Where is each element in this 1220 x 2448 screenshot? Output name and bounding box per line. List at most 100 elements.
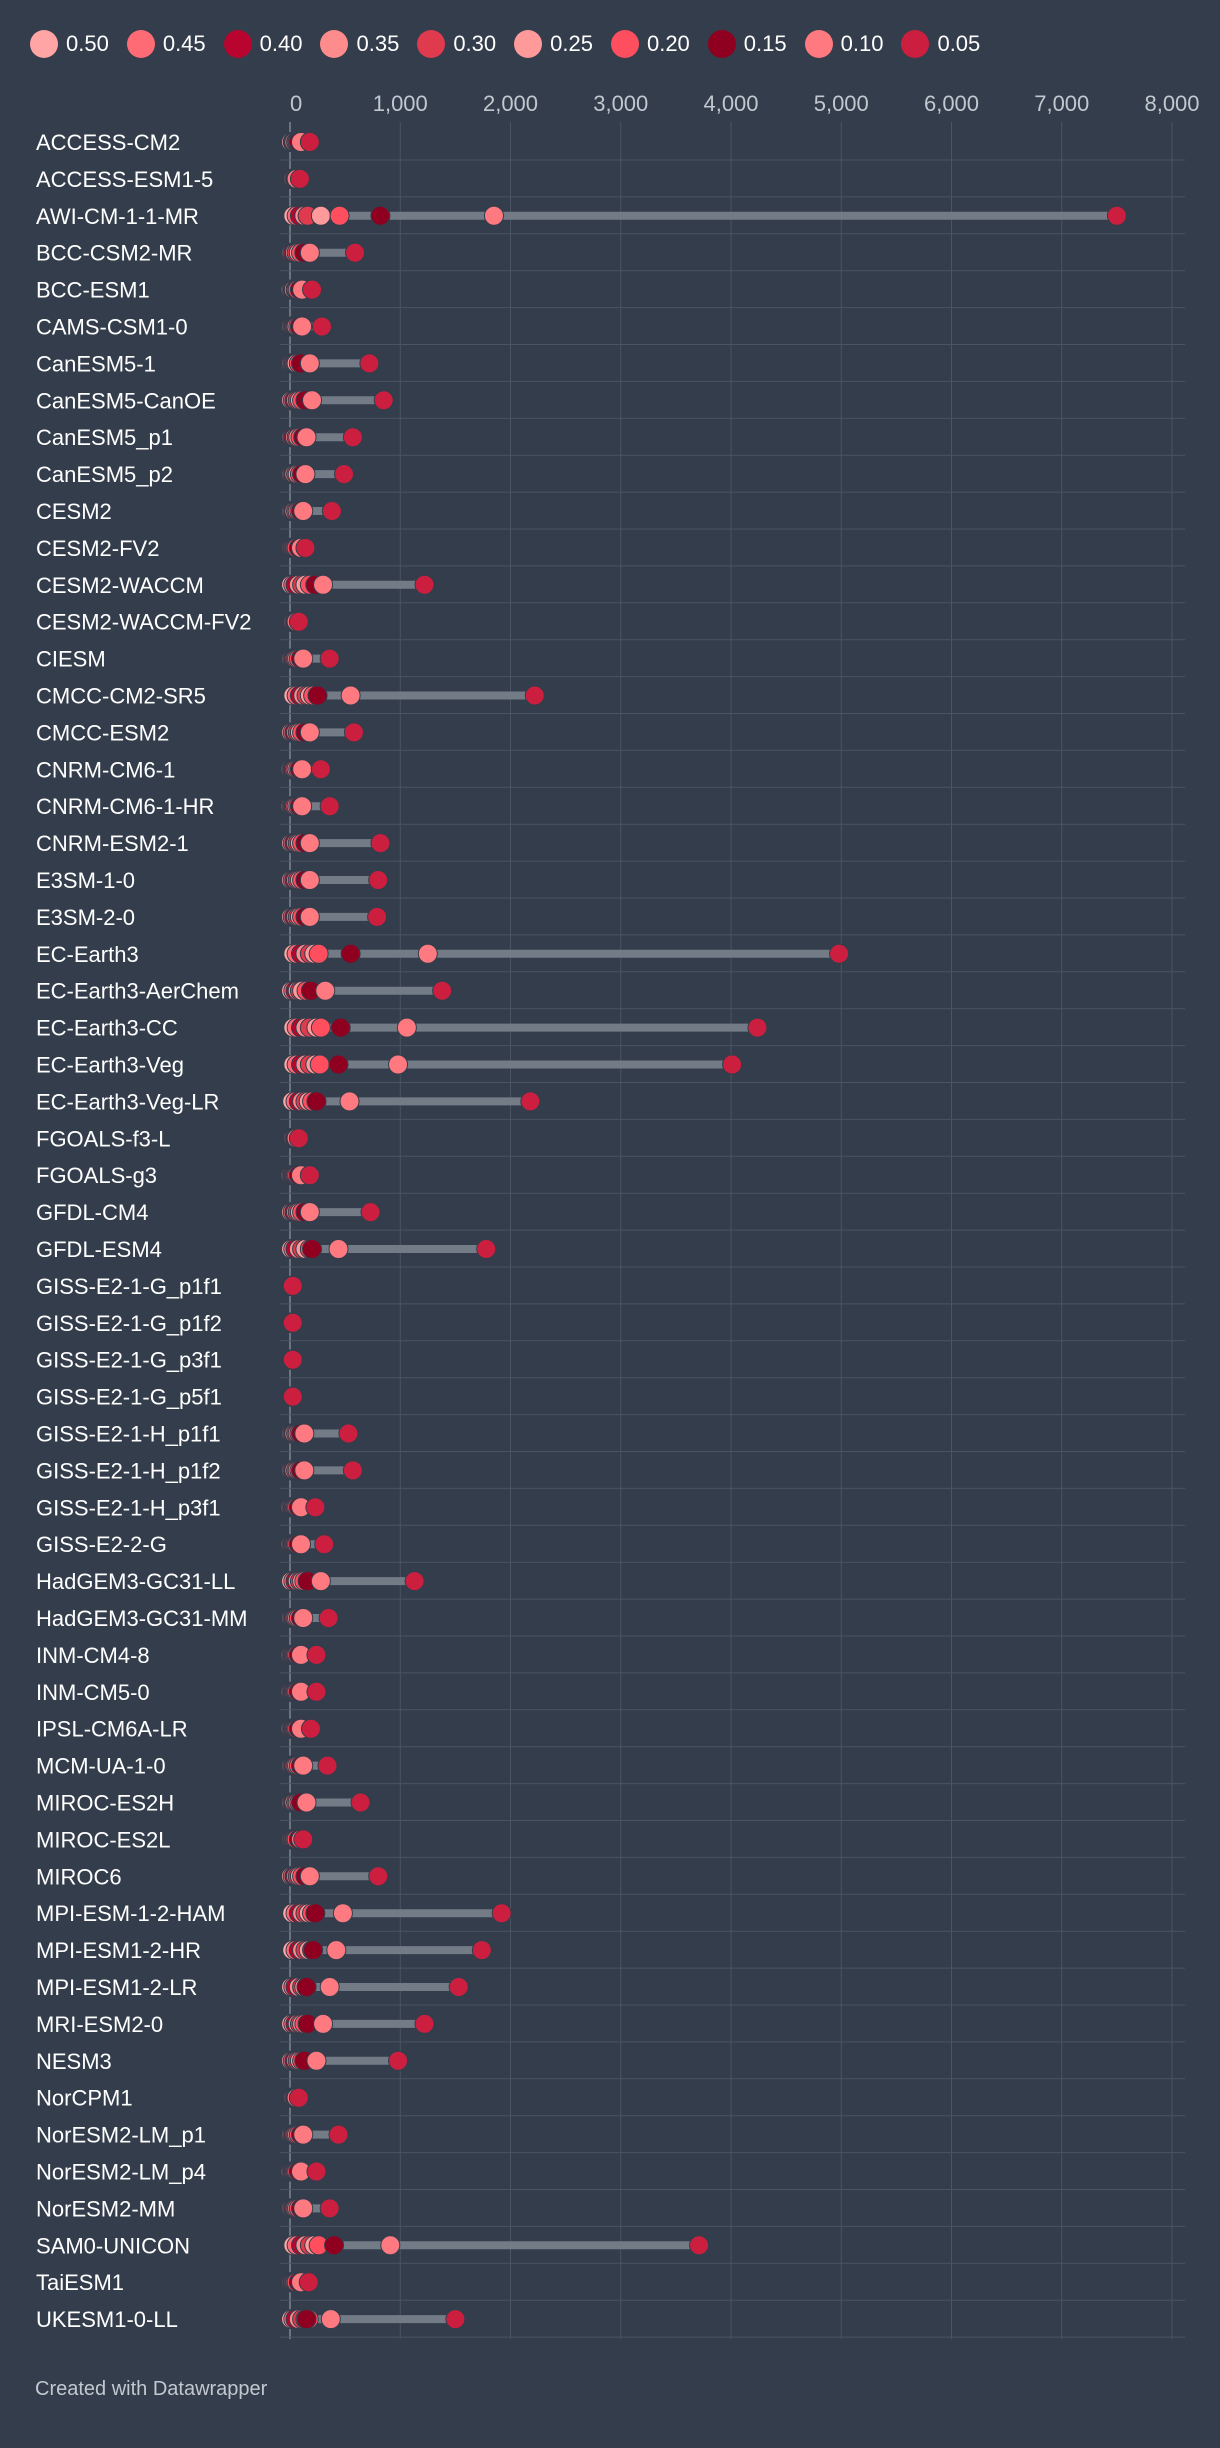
dot-0.05	[829, 943, 850, 964]
model-label: CMCC-CM2-SR5	[36, 684, 206, 709]
x-tick-label: 0	[290, 91, 302, 116]
footer-credit: Created with Datawrapper	[35, 2378, 268, 2400]
dot-0.20	[329, 205, 350, 226]
model-label: MPI-ESM1-2-LR	[36, 1975, 197, 2000]
x-tick-label: 6,000	[924, 91, 979, 116]
dot-0.10	[328, 1239, 349, 1259]
model-row: BCC-CSM2-MR	[36, 241, 1185, 272]
dot-0.05	[289, 168, 310, 189]
dot-0.10	[293, 1755, 314, 1776]
model-label: MPI-ESM1-2-HR	[36, 1938, 201, 1963]
model-label: BCC-ESM1	[36, 278, 150, 303]
model-label: CIESM	[36, 647, 106, 672]
model-row: NorCPM1	[36, 2086, 1185, 2117]
legend-item: 0.50	[30, 30, 109, 58]
model-row: SAM0-UNICON	[36, 2233, 1185, 2264]
dot-0.05	[328, 2124, 349, 2145]
model-row: IPSL-CM6A-LR	[36, 1717, 1185, 1748]
model-label: SAM0-UNICON	[36, 2233, 190, 2258]
rows: ACCESS-CM2 ACCESS-ESM1-5 AWI-CM-1-1-MR BCC-…	[36, 130, 1185, 2338]
model-row: MIROC6	[36, 1864, 1185, 1895]
dot-0.10	[292, 796, 313, 817]
model-row: MPI-ESM-1-2-HAM	[36, 1901, 1185, 1932]
dot-0.10	[483, 205, 504, 226]
dot-0.15	[296, 1977, 317, 1997]
model-row: GFDL-ESM4	[36, 1237, 1185, 1268]
dot-0.05	[414, 574, 435, 595]
model-label: HadGEM3-GC31-LL	[36, 1569, 235, 1594]
dot-0.05	[360, 1202, 381, 1223]
legend-label: 0.05	[937, 31, 981, 56]
dot-0.10	[320, 2309, 341, 2330]
model-row: BCC-ESM1	[36, 278, 1185, 309]
dot-0.10	[299, 870, 320, 890]
model-label: GFDL-ESM4	[36, 1237, 162, 1262]
dot-0.05	[342, 1460, 363, 1481]
dot-0.10	[295, 464, 316, 485]
legend-label: 0.35	[356, 31, 400, 56]
model-row: MIROC-ES2H	[36, 1791, 1185, 1821]
model-label: CanESM5_p1	[36, 425, 173, 450]
dot-0.10	[319, 1977, 340, 1997]
legend-item: 0.45	[126, 30, 206, 58]
model-row: HadGEM3-GC31-LL	[36, 1569, 1185, 1600]
legend-label: 0.20	[646, 31, 690, 56]
dot-0.10	[292, 316, 313, 337]
dot-0.05	[319, 2198, 340, 2219]
dot-0.05	[689, 2235, 710, 2256]
model-label: GFDL-CM4	[36, 1200, 148, 1225]
legend-label: 0.50	[66, 31, 109, 56]
model-row: CESM2-WACCM-FV2	[36, 610, 1185, 641]
dot-0.05	[314, 1534, 335, 1555]
legend-label: 0.10	[840, 31, 884, 56]
dot-0.10	[380, 2235, 401, 2256]
model-row: EC-Earth3-Veg-LR	[36, 1089, 1185, 1120]
model-row: EC-Earth3-AerChem	[36, 979, 1185, 1010]
model-row: ACCESS-CM2	[36, 130, 1185, 161]
model-row: GISS-E2-1-H_p3f1	[36, 1495, 1185, 1526]
dot-0.05	[305, 1497, 326, 1518]
dot-0.05	[321, 501, 342, 521]
model-label: EC-Earth3-Veg	[36, 1053, 184, 1078]
dot-0.05	[370, 833, 391, 854]
model-row: CNRM-CM6-1-HR	[36, 794, 1185, 825]
dot-0.10	[313, 2013, 334, 2034]
legend-swatch	[514, 30, 543, 58]
model-row: INM-CM5-0	[36, 1680, 1185, 1711]
model-label: ACCESS-CM2	[36, 130, 180, 155]
dot-0.05	[367, 906, 388, 927]
model-label: CNRM-CM6-1-HR	[36, 794, 214, 819]
dot-0.05	[747, 1017, 768, 1038]
dot-0.05	[295, 537, 316, 558]
x-tick-label: 3,000	[593, 91, 648, 116]
dot-0.05	[520, 1091, 541, 1112]
dot-0.15	[340, 943, 361, 964]
dot-0.05	[311, 316, 332, 337]
model-row: CNRM-ESM2-1	[36, 831, 1185, 862]
dot-0.05	[282, 1312, 303, 1333]
dot-0.10	[293, 2124, 314, 2145]
model-row: CIESM	[36, 647, 1185, 678]
model-label: FGOALS-f3-L	[36, 1126, 170, 1151]
dot-0.10	[340, 685, 361, 706]
dot-0.05	[299, 1165, 320, 1186]
dot-0.15	[324, 2235, 345, 2256]
dot-0.15	[370, 205, 391, 226]
model-row: UKESM1-0-LL	[36, 2307, 1185, 2338]
dot-0.15	[330, 1017, 351, 1038]
dot-0.05	[359, 353, 380, 374]
dot-0.05	[293, 1829, 314, 1850]
model-row: NorESM2-LM_p4	[36, 2160, 1185, 2190]
dot-0.05	[282, 1386, 303, 1407]
model-row: AWI-CM-1-1-MR	[36, 204, 1185, 235]
model-row: GFDL-CM4	[36, 1200, 1185, 1231]
legend-item: 0.05	[901, 30, 980, 58]
dot-0.05	[300, 1718, 321, 1739]
dot-0.05	[299, 132, 320, 152]
dot-0.05	[288, 611, 309, 632]
legend-swatch	[30, 30, 58, 58]
model-label: NESM3	[36, 2049, 112, 2074]
dot-0.20	[308, 943, 329, 964]
legend-item: 0.30	[417, 30, 496, 58]
dot-range-chart: 0 1,000 2,000 3,000 4,000 5,000 6,000 7,000 8,00…	[36, 91, 1200, 2340]
